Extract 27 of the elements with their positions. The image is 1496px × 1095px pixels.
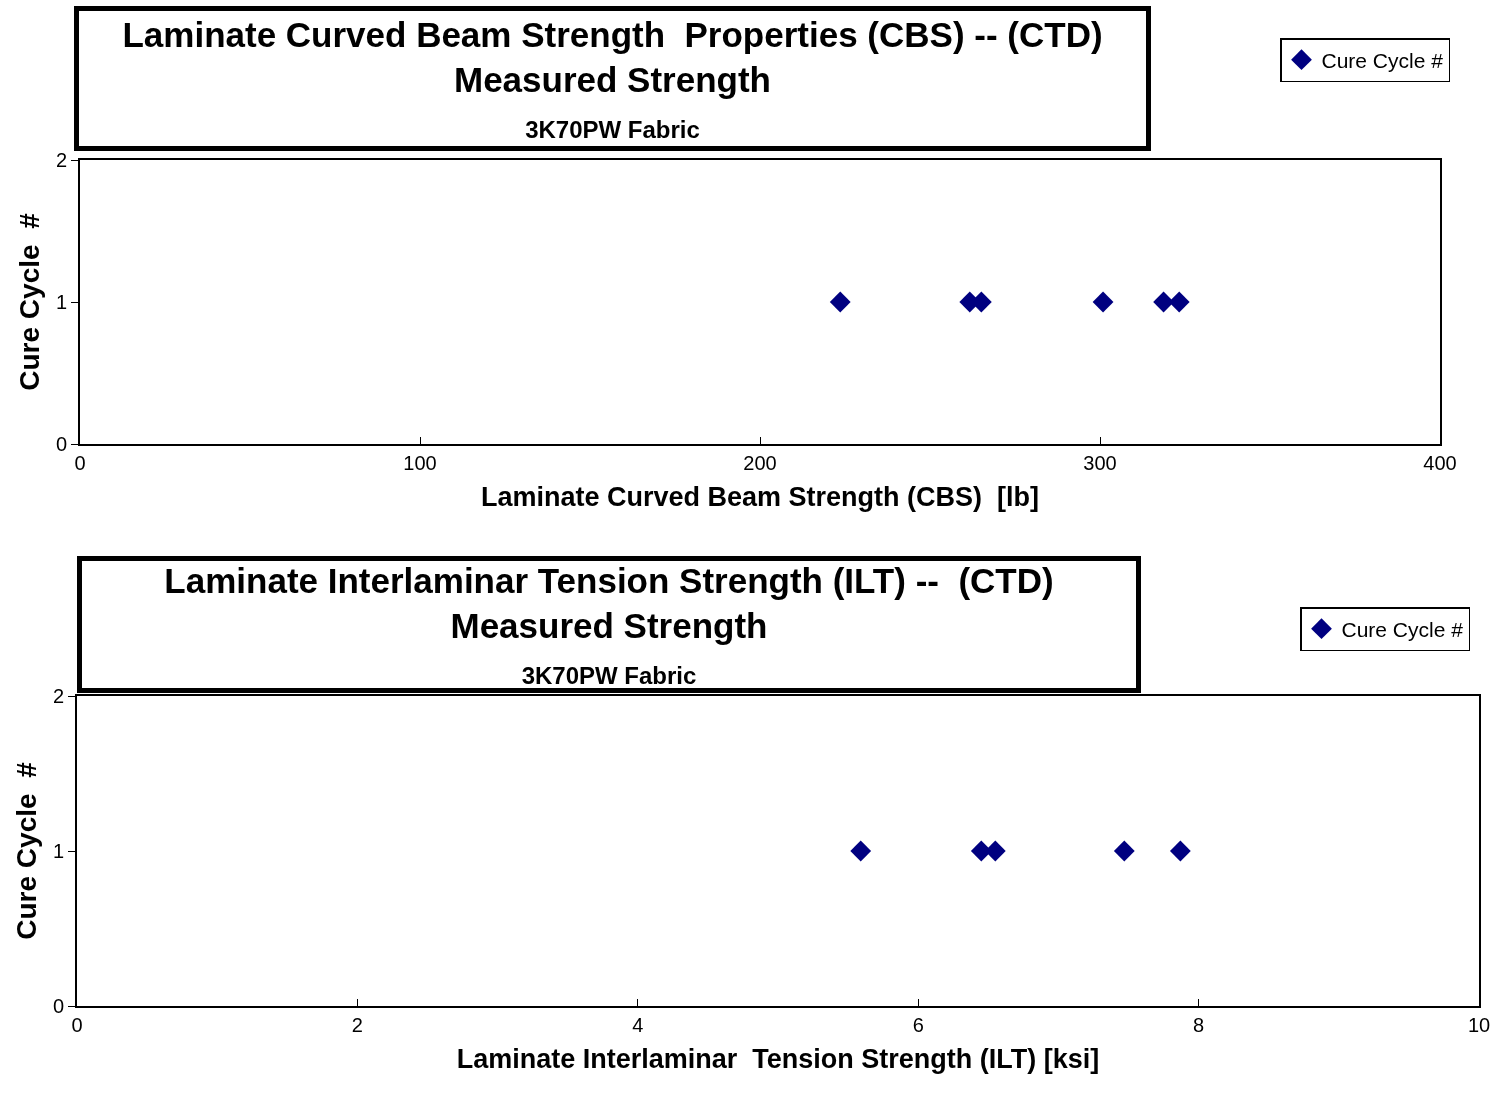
y-axis-title: Cure Cycle # bbox=[11, 761, 43, 940]
chart-title: Laminate Curved Beam Strength Properties (CBS) -- (CTD) Measured Strength bbox=[122, 14, 1103, 99]
x-axis-title: Laminate Curved Beam Strength (CBS) [lb] bbox=[480, 481, 1040, 512]
x-tick-label: 10 bbox=[1467, 1014, 1491, 1036]
y-tick-label: 0 bbox=[52, 995, 64, 1017]
x-tick-label: 4 bbox=[632, 1014, 644, 1036]
chart-subtitle: 3K70PW Fabric bbox=[521, 661, 697, 689]
y-tick-label: 1 bbox=[52, 840, 64, 862]
chart-title: Laminate Interlaminar Tension Strength (ILT) -- (CTD) Measured Strength bbox=[164, 560, 1054, 645]
x-tick-label: 0 bbox=[74, 452, 86, 474]
y-tick-label: 1 bbox=[55, 291, 67, 313]
legend-label: Cure Cycle # bbox=[1341, 617, 1464, 641]
y-tick-label: 0 bbox=[55, 433, 67, 455]
y-tick-label: 2 bbox=[55, 149, 67, 171]
x-tick-label: 8 bbox=[1193, 1014, 1205, 1036]
y-tick-label: 2 bbox=[52, 685, 64, 707]
x-tick-label: 300 bbox=[1083, 452, 1117, 474]
legend-label: Cure Cycle # bbox=[1321, 48, 1444, 72]
x-tick-label: 200 bbox=[743, 452, 777, 474]
x-tick-label: 400 bbox=[1423, 452, 1457, 474]
x-tick-label: 100 bbox=[403, 452, 437, 474]
x-axis-title: Laminate Interlaminar Tension Strength (ILT) [ksi] bbox=[456, 1043, 1100, 1074]
x-tick-label: 0 bbox=[71, 1014, 83, 1036]
chart-subtitle: 3K70PW Fabric bbox=[525, 115, 700, 143]
x-tick-label: 2 bbox=[351, 1014, 363, 1036]
y-axis-title: Cure Cycle # bbox=[14, 212, 46, 391]
x-tick-label: 6 bbox=[912, 1014, 924, 1036]
